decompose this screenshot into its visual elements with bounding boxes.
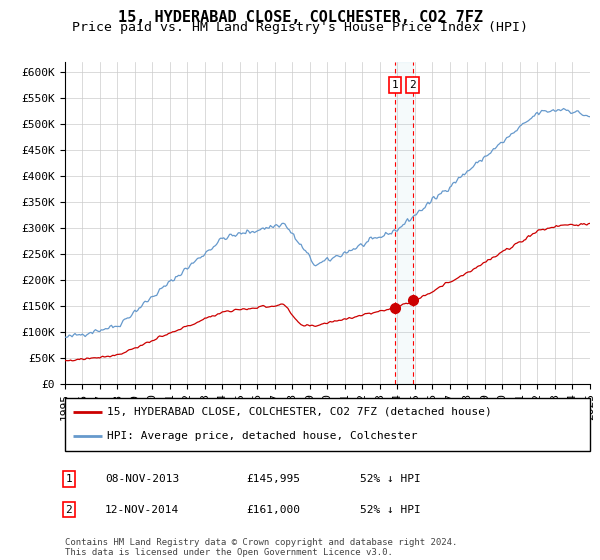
Text: £145,995: £145,995 <box>246 474 300 484</box>
Text: 15, HYDERABAD CLOSE, COLCHESTER, CO2 7FZ (detached house): 15, HYDERABAD CLOSE, COLCHESTER, CO2 7FZ… <box>107 407 491 417</box>
Text: HPI: Average price, detached house, Colchester: HPI: Average price, detached house, Colc… <box>107 431 418 441</box>
Text: Price paid vs. HM Land Registry's House Price Index (HPI): Price paid vs. HM Land Registry's House … <box>72 21 528 34</box>
Text: 1: 1 <box>392 80 398 90</box>
Text: 1: 1 <box>65 474 73 484</box>
Text: 52% ↓ HPI: 52% ↓ HPI <box>360 474 421 484</box>
Text: 08-NOV-2013: 08-NOV-2013 <box>105 474 179 484</box>
Text: 15, HYDERABAD CLOSE, COLCHESTER, CO2 7FZ: 15, HYDERABAD CLOSE, COLCHESTER, CO2 7FZ <box>118 10 482 25</box>
Text: £161,000: £161,000 <box>246 505 300 515</box>
Text: Contains HM Land Registry data © Crown copyright and database right 2024.
This d: Contains HM Land Registry data © Crown c… <box>65 538 457 557</box>
Bar <box>395 62 413 384</box>
Text: 12-NOV-2014: 12-NOV-2014 <box>105 505 179 515</box>
Text: 52% ↓ HPI: 52% ↓ HPI <box>360 505 421 515</box>
Text: 2: 2 <box>65 505 73 515</box>
FancyBboxPatch shape <box>65 398 590 451</box>
Text: 2: 2 <box>409 80 416 90</box>
